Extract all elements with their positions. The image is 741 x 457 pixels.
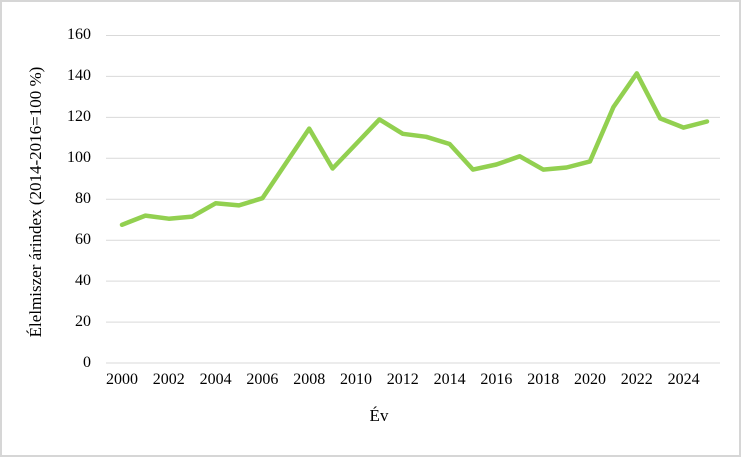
y-axis-tick-label: 20 <box>75 312 91 330</box>
x-axis-title: Év <box>369 406 389 425</box>
y-axis-tick-label: 140 <box>67 66 91 84</box>
x-axis-tick-label: 2010 <box>340 371 372 388</box>
x-axis-tick-label: 2008 <box>293 371 326 388</box>
x-axis-tick-label: 2016 <box>480 371 513 388</box>
y-axis-tick-label: 100 <box>67 148 91 166</box>
y-axis-tick-label: 80 <box>75 189 91 207</box>
x-axis-tick-label: 2006 <box>246 371 279 388</box>
x-axis-tick-label: 2024 <box>667 371 700 388</box>
data-line-food-price-index <box>119 71 710 228</box>
y-axis-tick-label: 120 <box>67 107 91 125</box>
x-axis-tick-label: 2014 <box>433 371 466 388</box>
y-axis-tick-label: 160 <box>67 26 91 43</box>
x-axis-tick-label: 2012 <box>386 371 419 388</box>
x-axis-tick-label: 2018 <box>527 371 560 388</box>
horizontal-gridlines <box>106 35 720 364</box>
y-axis-tick-label: 40 <box>75 271 91 289</box>
plot-area <box>106 35 720 364</box>
y-axis-tick-label: 0 <box>83 353 91 371</box>
x-axis-tick-label: 2020 <box>574 371 606 388</box>
y-axis-tick-label: 60 <box>75 230 91 248</box>
x-axis-tick-label: 2000 <box>106 371 138 388</box>
x-axis-tick-label: 2004 <box>199 371 232 388</box>
x-axis-tick-label: 2002 <box>152 371 185 388</box>
x-axis-tick-label: 2022 <box>620 371 653 388</box>
